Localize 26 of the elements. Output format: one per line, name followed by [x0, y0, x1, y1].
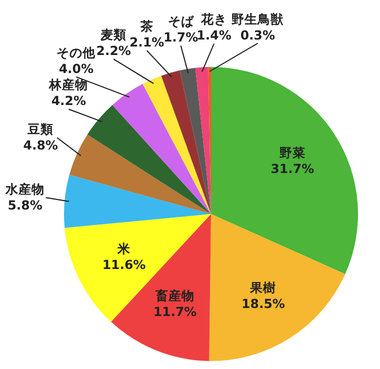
- data-label: 5.8%: [8, 198, 43, 213]
- slice-label: 林産物: [48, 77, 88, 92]
- slice-label: 水産物: [4, 182, 45, 197]
- data-label: 1.4%: [196, 28, 232, 43]
- data-label: 11.6%: [102, 256, 146, 272]
- slice-label: 米: [116, 240, 132, 256]
- data-label: 4.2%: [51, 93, 86, 108]
- data-label: 11.7%: [153, 304, 198, 320]
- data-label: 2.2%: [96, 43, 132, 58]
- slice-label: その他: [56, 44, 97, 60]
- data-label: 4.0%: [58, 60, 94, 76]
- data-label: 0.3%: [240, 27, 276, 42]
- slice-label: 野菜: [279, 145, 306, 160]
- slice-label: 茶: [139, 18, 154, 34]
- slice-label: 畜産物: [154, 288, 194, 304]
- data-label: 4.8%: [23, 138, 58, 153]
- data-label: 18.5%: [242, 296, 286, 311]
- slice-label: 果樹: [249, 280, 276, 295]
- slice-label: 花き: [200, 12, 228, 27]
- data-label: 31.7%: [270, 161, 315, 176]
- slice-label: 野生鳥獣: [232, 11, 285, 26]
- data-label: 2.1%: [129, 34, 165, 50]
- data-label: 1.7%: [163, 30, 199, 45]
- slice-label: 麦類: [100, 27, 127, 42]
- slice-label: そば: [168, 14, 195, 29]
- slice-label: 豆類: [26, 122, 54, 137]
